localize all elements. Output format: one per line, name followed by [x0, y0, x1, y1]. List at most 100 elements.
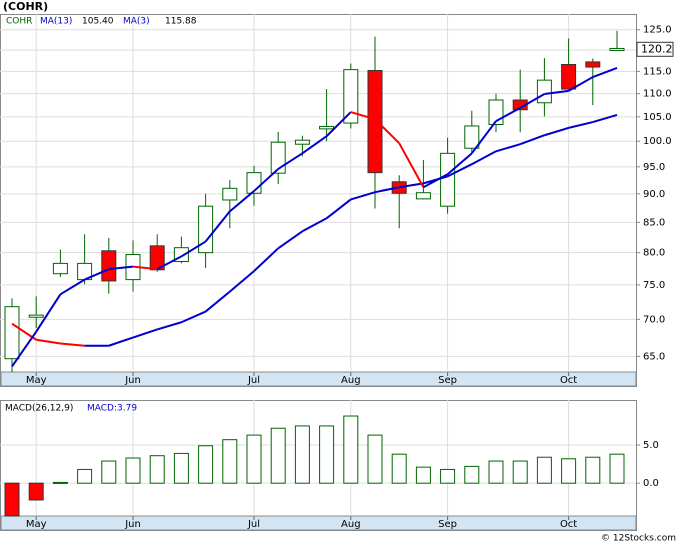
y-tick-label: 90.0	[643, 189, 665, 200]
ma-line	[399, 182, 424, 189]
ma-line	[374, 186, 400, 194]
x-tick-label: Sep	[438, 519, 457, 530]
x-tick-label: Aug	[341, 519, 361, 530]
ma-line	[350, 111, 376, 121]
ma-line	[132, 265, 158, 271]
candle-body	[440, 152, 456, 207]
ma-line	[325, 111, 352, 137]
ma-line	[519, 93, 545, 109]
ma-line	[447, 163, 473, 178]
macd-bar	[609, 453, 625, 484]
ma-line	[11, 331, 38, 368]
last-price-label: 120.2	[641, 42, 673, 55]
candle-body	[415, 192, 431, 200]
macd-bar	[391, 453, 407, 484]
x-tick-label: Jul	[247, 519, 260, 530]
candle-body	[319, 125, 335, 130]
candle-body	[464, 125, 480, 149]
y-tick-label: 115.0	[643, 66, 672, 77]
candle-body	[561, 63, 577, 90]
macd-bar	[198, 445, 214, 484]
macd-bar	[512, 460, 528, 484]
legend-name: MA(3)	[123, 17, 150, 27]
x-axis-band	[0, 515, 637, 531]
ma-line	[204, 210, 231, 243]
ma-line	[180, 310, 207, 324]
x-tick-label: Jun	[124, 519, 141, 530]
y-tick-label: 125.0	[643, 25, 672, 36]
macd-bar	[464, 465, 480, 484]
ma-line	[301, 217, 328, 233]
y-tick-label: 100.0	[643, 136, 672, 147]
ma-line	[36, 338, 61, 345]
ma-line	[108, 265, 134, 271]
y-tick-label: 85.0	[643, 217, 665, 228]
macd-bar	[270, 427, 286, 484]
footer: © 12Stocks.com	[601, 534, 676, 544]
candle-body	[52, 262, 68, 275]
macd-bar	[536, 456, 552, 484]
ma-line	[229, 270, 255, 293]
candle-body	[609, 47, 625, 52]
ma-line	[422, 173, 449, 189]
ma-line	[495, 143, 521, 153]
macd-bar	[28, 482, 44, 501]
y-tick-label: 105.0	[643, 112, 672, 123]
macd-bar	[173, 452, 189, 484]
ma-line	[568, 76, 594, 92]
candle-body	[270, 141, 286, 174]
ma-line	[495, 106, 521, 123]
ma-line	[519, 134, 545, 146]
ma-line	[180, 240, 207, 258]
legend-name: MA(13)	[40, 17, 72, 27]
x-tick-label: Sep	[438, 375, 457, 386]
x-tick-label: Jun	[124, 375, 141, 386]
candle-body	[585, 61, 601, 68]
ma-line	[84, 268, 110, 281]
macd-bar	[367, 434, 383, 484]
ma-line	[132, 328, 158, 339]
candle-body	[198, 205, 214, 254]
macd-bar	[149, 455, 165, 484]
candle-body	[222, 187, 238, 201]
candle-body	[28, 314, 44, 318]
x-tick-label: May	[26, 375, 47, 386]
candle-body	[367, 70, 383, 174]
macd-bar	[343, 415, 359, 484]
ma-line	[277, 230, 303, 250]
x-tick-label: Oct	[560, 519, 577, 530]
ma-line	[592, 66, 618, 79]
macd-bar	[294, 425, 310, 484]
macd-bar	[415, 466, 431, 484]
macd-bar	[440, 468, 456, 484]
panel-title: MACD(26,12,9)	[5, 404, 73, 414]
macd-bar	[125, 457, 141, 484]
y-tick-label: 95.0	[643, 162, 665, 173]
macd-bar	[52, 481, 68, 484]
ma-line	[568, 121, 594, 129]
candle-body	[149, 245, 165, 271]
ma-line	[544, 126, 569, 137]
y-tick-label: 70.0	[643, 314, 665, 325]
chart-title: (COHR)	[3, 0, 48, 13]
candle-body	[294, 139, 310, 145]
ma-line	[108, 336, 134, 347]
ma-line	[398, 142, 425, 188]
ma-line	[471, 120, 497, 154]
ma-line	[60, 342, 85, 347]
y-tick-label: 110.0	[643, 89, 672, 100]
x-axis-band	[0, 371, 637, 387]
candle-body	[4, 306, 20, 360]
ma-line	[325, 198, 352, 220]
ma-line	[446, 152, 473, 175]
legend-value: 105.40	[82, 17, 114, 27]
ma-line	[156, 321, 182, 331]
x-tick-label: Jul	[247, 375, 260, 386]
macd-bar	[77, 468, 93, 484]
ma-line	[253, 168, 279, 192]
macd-bar	[488, 460, 504, 484]
macd-bar	[561, 458, 577, 484]
ma-line	[350, 191, 376, 201]
macd-bar	[585, 456, 601, 484]
